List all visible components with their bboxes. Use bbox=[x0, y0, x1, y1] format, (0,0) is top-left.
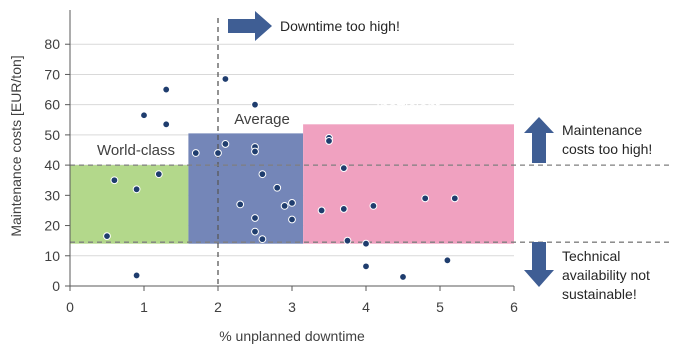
data-point bbox=[221, 140, 230, 148]
x-tick-label: 6 bbox=[510, 299, 518, 315]
data-point bbox=[103, 232, 111, 241]
down-arrow-icon bbox=[524, 242, 554, 287]
region-label-inefficient: Inefficient bbox=[376, 99, 441, 116]
data-point bbox=[399, 273, 407, 281]
maintenance-costs-note: Maintenance bbox=[562, 122, 642, 138]
data-point bbox=[258, 235, 267, 244]
data-point bbox=[280, 202, 289, 210]
data-point bbox=[369, 202, 378, 210]
data-point bbox=[288, 215, 296, 224]
data-point bbox=[258, 170, 267, 179]
x-tick-label: 1 bbox=[140, 299, 148, 315]
data-point bbox=[362, 239, 370, 248]
downtime-note: Downtime too high! bbox=[280, 18, 400, 34]
reference-lines bbox=[70, 18, 670, 286]
data-point bbox=[191, 149, 200, 157]
data-point bbox=[443, 256, 452, 265]
y-tick-label: 0 bbox=[52, 278, 60, 294]
benchmark-regions: World-class Average Inefficient bbox=[70, 99, 514, 244]
x-tick-label: 2 bbox=[214, 299, 222, 315]
data-point bbox=[325, 137, 333, 145]
data-point bbox=[362, 262, 370, 271]
up-arrow-icon bbox=[524, 117, 554, 163]
data-point bbox=[132, 271, 141, 280]
data-point bbox=[236, 200, 245, 209]
data-point bbox=[251, 147, 259, 156]
y-tick-label: 50 bbox=[44, 127, 60, 143]
y-tick-label: 80 bbox=[44, 36, 60, 52]
availability-note: sustainable! bbox=[562, 286, 637, 302]
data-point bbox=[343, 236, 352, 245]
data-point bbox=[273, 183, 282, 192]
x-tick-label: 4 bbox=[362, 299, 370, 315]
region-average bbox=[188, 133, 304, 244]
y-tick-label: 70 bbox=[44, 66, 60, 82]
data-point bbox=[221, 75, 230, 83]
region-label-average: Average bbox=[234, 111, 290, 128]
region-label-world-class: World-class bbox=[97, 142, 175, 159]
x-tick-label: 5 bbox=[436, 299, 444, 315]
maintenance-costs-note: costs too high! bbox=[562, 141, 652, 157]
data-point bbox=[339, 164, 348, 173]
data-point bbox=[450, 194, 459, 203]
data-point bbox=[421, 194, 430, 203]
region-world-class bbox=[70, 165, 189, 244]
x-axis-title: % unplanned downtime bbox=[219, 328, 365, 344]
data-point bbox=[339, 205, 348, 213]
data-point bbox=[140, 111, 148, 120]
y-tick-label: 20 bbox=[44, 218, 60, 234]
axes: 0 10 20 30 40 50 60 70 80 0 1 2 3 4 5 6 bbox=[44, 10, 518, 315]
annotations: Downtime too high! Maintenance costs too h… bbox=[228, 11, 652, 302]
x-tick-label: 3 bbox=[288, 299, 296, 315]
data-point bbox=[110, 176, 119, 185]
y-tick-label: 30 bbox=[44, 187, 60, 203]
data-point bbox=[132, 185, 141, 194]
data-point bbox=[251, 214, 259, 222]
y-tick-label: 10 bbox=[44, 248, 60, 264]
availability-note: Technical bbox=[562, 248, 620, 264]
y-tick-label: 60 bbox=[44, 97, 60, 113]
data-point bbox=[154, 170, 163, 179]
x-tick-label: 0 bbox=[66, 299, 74, 315]
data-point bbox=[317, 206, 326, 215]
data-points bbox=[103, 75, 459, 281]
y-axis-title: Maintenance costs [EUR/ton] bbox=[8, 55, 24, 236]
region-inefficient bbox=[303, 124, 514, 244]
data-point bbox=[214, 149, 222, 157]
y-tick-label: 40 bbox=[44, 157, 60, 173]
data-point bbox=[162, 120, 171, 129]
data-point bbox=[162, 85, 171, 94]
availability-note: availability not bbox=[562, 267, 650, 283]
right-arrow-icon bbox=[228, 11, 272, 41]
data-point bbox=[251, 100, 259, 109]
data-point bbox=[288, 198, 296, 207]
data-point bbox=[251, 227, 259, 236]
